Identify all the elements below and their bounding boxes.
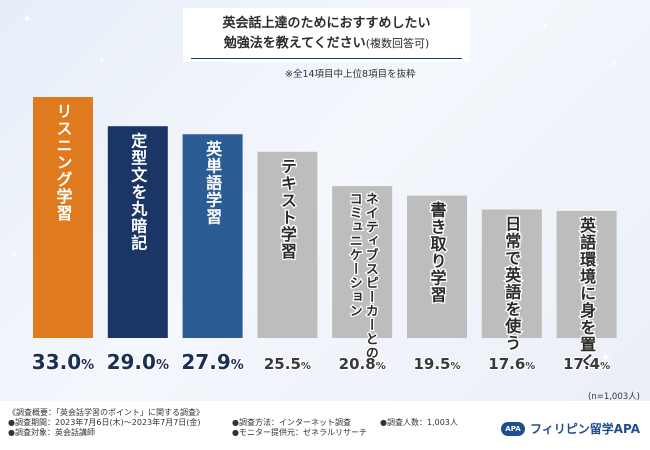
- survey-monitor: ●モニター提供元：ゼネラルリサーチ: [232, 428, 367, 437]
- sparkle-icon: ✦: [10, 250, 19, 261]
- bar-chart: リスニング学習 33.0% 定型文を丸暗記 29.0% 英単語学習 27.9% テキスト学習…: [31, 97, 617, 375]
- bar-category-label: 英語環境に身を置く: [577, 216, 597, 370]
- bar-value-label: 27.9%: [181, 350, 243, 374]
- bar: [556, 210, 617, 338]
- bar-category-label: 書き取り学習: [428, 201, 447, 304]
- bar-category-label: ネイティブスピーカーとの: [363, 192, 379, 360]
- bar: [481, 209, 542, 338]
- bar: [107, 126, 168, 338]
- brand: APA フィリピン留学APA: [500, 420, 640, 437]
- sparkle-icon: ✦: [540, 20, 551, 34]
- survey-target: ●調査対象：英会話講師: [8, 428, 95, 437]
- sparkle-icon: ✦: [610, 60, 618, 70]
- chart-title-box: 英会話上達のためにおすすめしたい 勉強法を教えてください(複数回答可): [183, 8, 470, 62]
- bar-value-label: 19.5%: [413, 355, 460, 373]
- survey-period: ●調査期間：2023年7月6日(木)～2023年7月7日(金): [8, 418, 201, 427]
- chart-title-main: 勉強法を教えてください: [223, 36, 366, 51]
- survey-info-col1: 《調査概要：「英会話学習のポイント」に関する調査》 ●調査期間：2023年7月6…: [8, 408, 204, 438]
- survey-info-col2: ●調査方法：インターネット調査 ●モニター提供元：ゼネラルリサーチ: [232, 418, 367, 438]
- brand-name: フィリピン留学APA: [529, 422, 640, 436]
- apa-logo-icon: APA: [500, 421, 525, 436]
- bar-value-label: 17.4%: [563, 355, 610, 373]
- survey-count: ●調査人数：1,003人: [380, 418, 458, 427]
- sparkle-icon: ✦: [22, 12, 33, 26]
- chart-subnote: ※全14項目中上位8項目を抜粋: [285, 69, 416, 80]
- survey-overview: 《調査概要：「英会話学習のポイント」に関する調査》: [8, 408, 204, 417]
- footer: 《調査概要：「英会話学習のポイント」に関する調査》 ●調査期間：2023年7月6…: [0, 401, 650, 450]
- bar-value-label: 29.0%: [107, 350, 169, 374]
- bar: [33, 97, 93, 338]
- chart-title-line1: 英会話上達のためにおすすめしたい: [222, 16, 431, 31]
- bar: [407, 195, 467, 338]
- bar-category-label: 定型文を丸暗記: [128, 131, 148, 251]
- bar-category-label: 日常で英語を使う: [502, 215, 522, 351]
- chart-title-line2: 勉強法を教えてください(複数回答可): [183, 36, 470, 52]
- bar-category-label: リスニング学習: [54, 103, 73, 222]
- bar-category-label: 英単語学習: [203, 139, 223, 225]
- bar-value-label: 25.5%: [264, 355, 311, 373]
- bar-value-label: 17.6%: [488, 355, 535, 373]
- chart-title-suffix: (複数回答可): [365, 37, 430, 50]
- survey-method: ●調査方法：インターネット調査: [232, 418, 351, 427]
- sample-size-note: (n=1,003人): [588, 392, 640, 402]
- survey-info-col3: ●調査人数：1,003人: [380, 418, 458, 428]
- bar-category-label: テキスト学習: [278, 158, 297, 260]
- bar-value-label: 20.8%: [339, 355, 386, 373]
- bar: [182, 134, 243, 338]
- bar: [257, 151, 318, 338]
- sparkle-icon: ✦: [98, 56, 106, 66]
- bar-value-label: 33.0%: [32, 350, 94, 374]
- bar-category-label: コミュニケーション: [347, 192, 363, 318]
- title-underline: [191, 58, 462, 59]
- bar: [332, 186, 393, 338]
- sparkle-icon: ✦: [600, 350, 612, 366]
